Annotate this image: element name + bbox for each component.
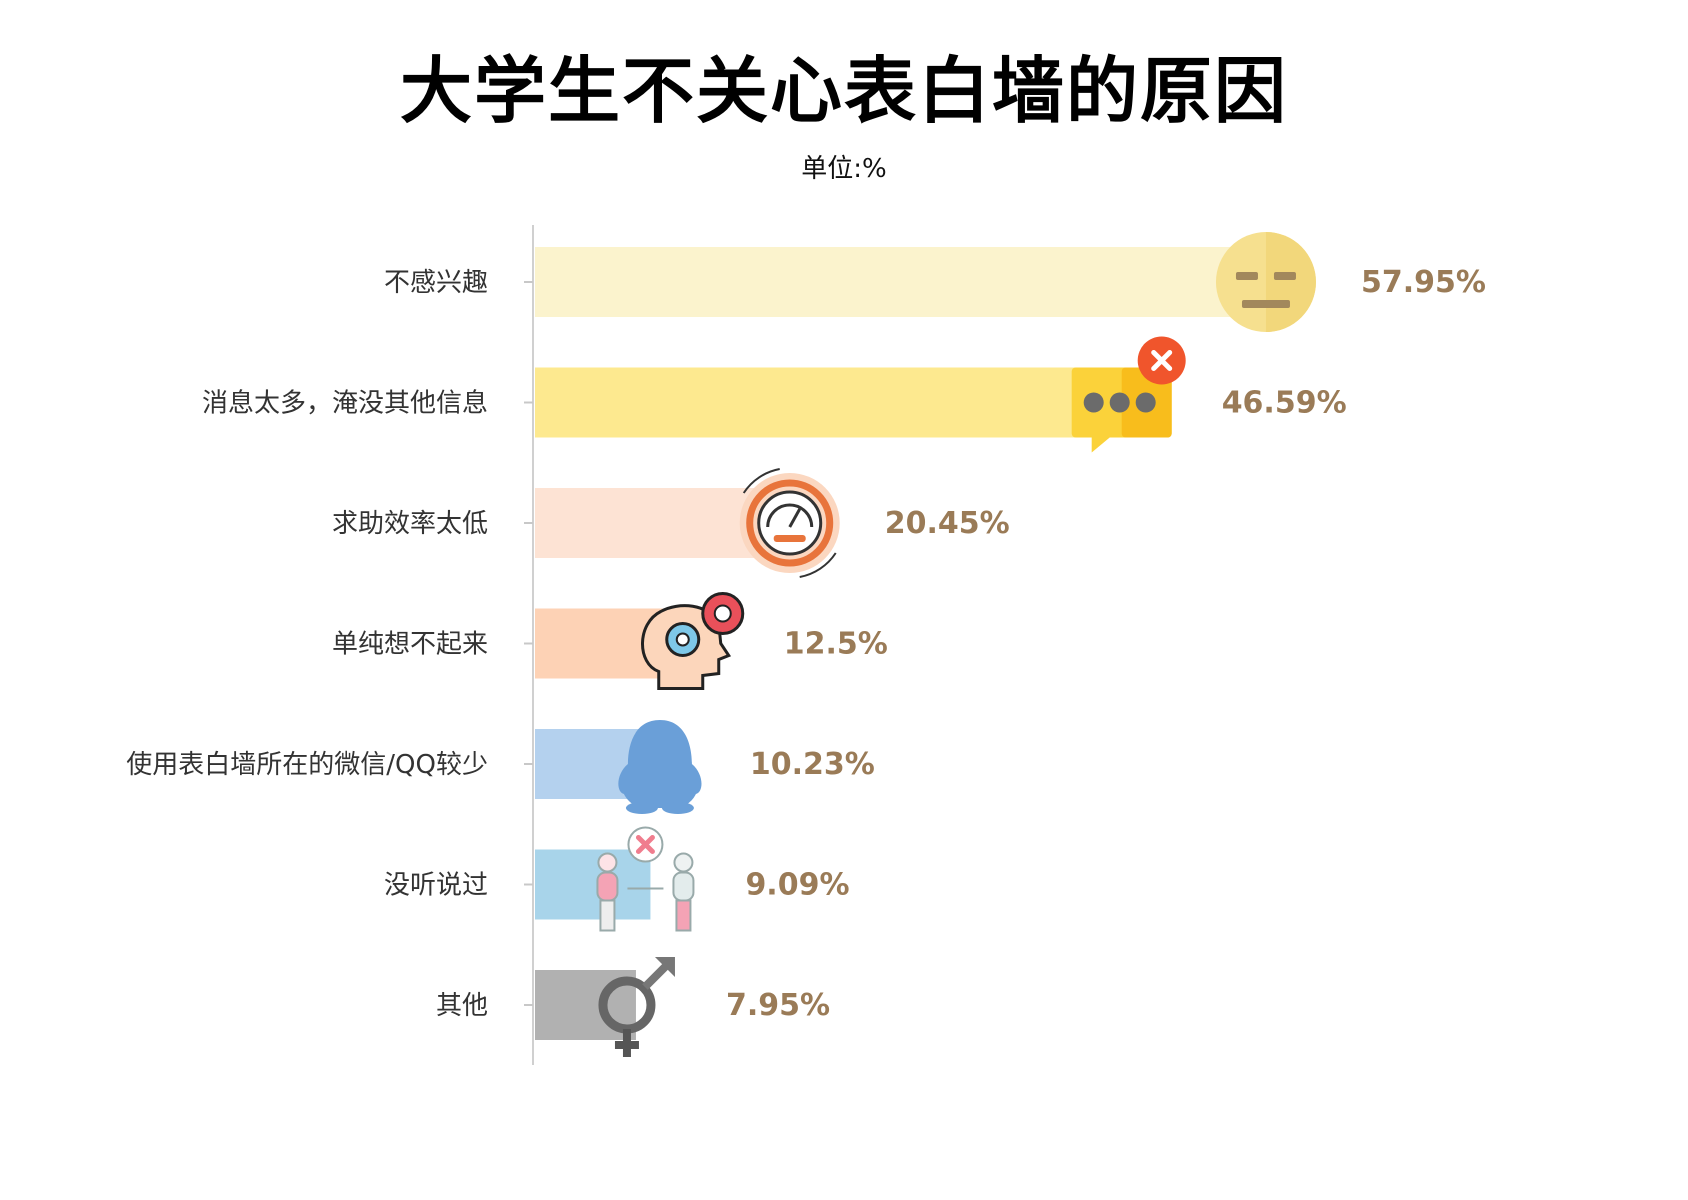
value-label: 10.23% [750,747,875,782]
category-label: 使用表白墙所在的微信/QQ较少 [126,750,488,780]
value-label: 20.45% [885,506,1010,541]
category-label: 没听说过 [384,871,488,901]
gender-symbol-icon [598,957,675,1057]
category-label: 单纯想不起来 [332,630,488,660]
neutral-face-icon [1215,232,1316,332]
bar-6 [535,849,651,920]
bar-1 [535,247,1271,317]
speedometer-icon [739,468,840,578]
bar-2 [535,367,1127,438]
category-label: 其他 [436,991,488,1021]
two-people-no-talk-icon [596,826,695,932]
category-label: 消息太多，淹没其他信息 [202,389,488,419]
value-label: 46.59% [1222,386,1347,421]
head-gears-icon [641,592,745,690]
value-label: 7.95% [726,988,830,1023]
category-label: 求助效率太低 [332,509,488,539]
value-label: 9.09% [745,868,849,903]
qq-penguin-icon [618,720,702,814]
chart-unit: 单位:% [801,154,887,184]
chat-bubble-error-icon [1071,336,1186,453]
value-label: 57.95% [1361,265,1486,300]
value-label: 12.5% [784,627,888,662]
category-label: 不感兴趣 [384,268,488,298]
chart-title: 大学生不关心表白墙的原因 [399,49,1288,133]
